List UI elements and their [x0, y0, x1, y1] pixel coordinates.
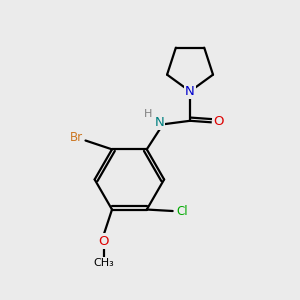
Text: O: O: [214, 115, 224, 128]
Text: N: N: [185, 85, 195, 98]
Text: CH₃: CH₃: [93, 258, 114, 268]
Text: H: H: [143, 109, 152, 119]
Text: O: O: [98, 235, 109, 248]
Text: N: N: [154, 116, 164, 129]
Text: Br: Br: [70, 131, 83, 144]
Text: Cl: Cl: [176, 205, 188, 218]
